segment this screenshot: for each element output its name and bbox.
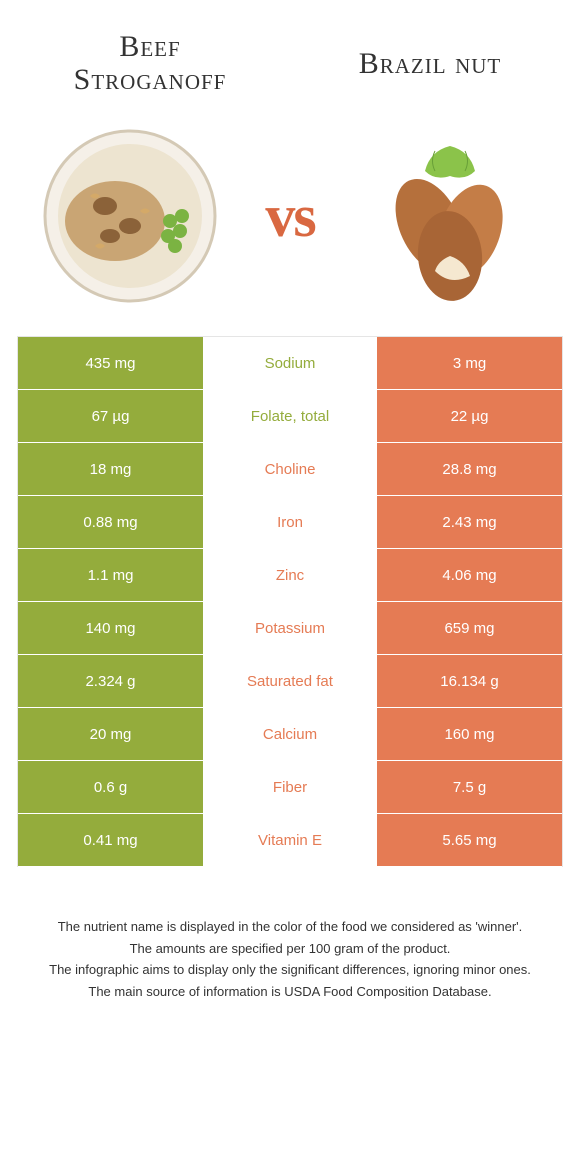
right-value: 16.134 g (377, 655, 562, 707)
left-value: 0.6 g (18, 761, 203, 813)
right-value: 659 mg (377, 602, 562, 654)
right-value: 5.65 mg (377, 814, 562, 866)
right-food-image (360, 126, 540, 306)
footnote-line: The nutrient name is displayed in the co… (30, 917, 550, 937)
table-row: 435 mgSodium3 mg (18, 337, 562, 390)
left-value: 140 mg (18, 602, 203, 654)
left-value: 1.1 mg (18, 549, 203, 601)
left-value: 0.41 mg (18, 814, 203, 866)
nutrient-label: Calcium (203, 708, 377, 760)
nutrient-label: Folate, total (203, 390, 377, 442)
left-value: 67 µg (18, 390, 203, 442)
table-row: 2.324 gSaturated fat16.134 g (18, 655, 562, 708)
right-food-title: Brazil nut (320, 47, 540, 80)
left-food-title: Beef Stroganoff (40, 30, 260, 96)
right-value: 3 mg (377, 337, 562, 389)
table-row: 0.6 gFiber7.5 g (18, 761, 562, 814)
right-value: 7.5 g (377, 761, 562, 813)
table-row: 0.41 mgVitamin E5.65 mg (18, 814, 562, 867)
footnote-line: The main source of information is USDA F… (30, 982, 550, 1002)
nutrient-label: Zinc (203, 549, 377, 601)
footnotes: The nutrient name is displayed in the co… (0, 867, 580, 1023)
right-value: 4.06 mg (377, 549, 562, 601)
vs-label: vs (265, 182, 314, 251)
nutrient-label: Choline (203, 443, 377, 495)
table-row: 67 µgFolate, total22 µg (18, 390, 562, 443)
left-value: 20 mg (18, 708, 203, 760)
right-value: 22 µg (377, 390, 562, 442)
comparison-table: 435 mgSodium3 mg67 µgFolate, total22 µg1… (17, 336, 563, 867)
table-row: 140 mgPotassium659 mg (18, 602, 562, 655)
left-food-image (40, 126, 220, 306)
left-value: 18 mg (18, 443, 203, 495)
right-value: 28.8 mg (377, 443, 562, 495)
left-value: 0.88 mg (18, 496, 203, 548)
nutrient-label: Fiber (203, 761, 377, 813)
right-value: 2.43 mg (377, 496, 562, 548)
table-row: 0.88 mgIron2.43 mg (18, 496, 562, 549)
table-row: 18 mgCholine28.8 mg (18, 443, 562, 496)
table-row: 20 mgCalcium160 mg (18, 708, 562, 761)
nutrient-label: Vitamin E (203, 814, 377, 866)
nutrient-label: Sodium (203, 337, 377, 389)
table-row: 1.1 mgZinc4.06 mg (18, 549, 562, 602)
left-value: 2.324 g (18, 655, 203, 707)
nutrient-label: Iron (203, 496, 377, 548)
footnote-line: The amounts are specified per 100 gram o… (30, 939, 550, 959)
header: Beef Stroganoff Brazil nut (0, 0, 580, 116)
images-row: vs (0, 116, 580, 336)
left-value: 435 mg (18, 337, 203, 389)
nutrient-label: Potassium (203, 602, 377, 654)
nutrient-label: Saturated fat (203, 655, 377, 707)
right-value: 160 mg (377, 708, 562, 760)
footnote-line: The infographic aims to display only the… (30, 960, 550, 980)
